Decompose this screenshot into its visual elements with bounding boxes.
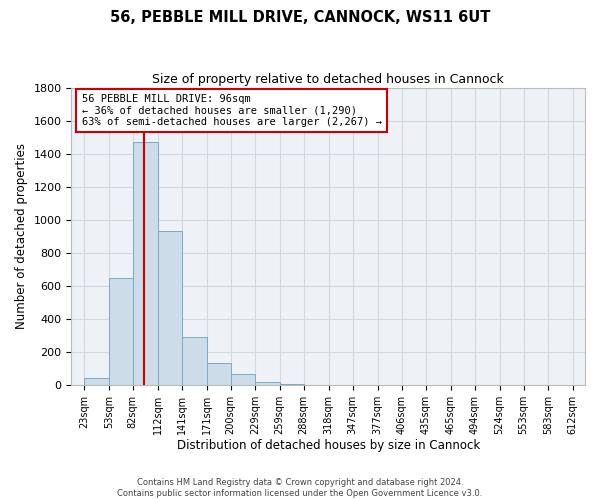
Bar [231, 374, 255, 385]
Bar [158, 230, 182, 385]
X-axis label: Distribution of detached houses by size in Cannock: Distribution of detached houses by size … [176, 440, 480, 452]
Title: Size of property relative to detached houses in Cannock: Size of property relative to detached ho… [152, 72, 504, 86]
Y-axis label: Number of detached properties: Number of detached properties [15, 144, 28, 330]
Bar [182, 337, 206, 385]
Text: Contains HM Land Registry data © Crown copyright and database right 2024.
Contai: Contains HM Land Registry data © Crown c… [118, 478, 482, 498]
Bar [206, 364, 231, 385]
Bar [255, 382, 280, 385]
Text: 56 PEBBLE MILL DRIVE: 96sqm
← 36% of detached houses are smaller (1,290)
63% of : 56 PEBBLE MILL DRIVE: 96sqm ← 36% of det… [82, 94, 382, 127]
Text: 56, PEBBLE MILL DRIVE, CANNOCK, WS11 6UT: 56, PEBBLE MILL DRIVE, CANNOCK, WS11 6UT [110, 10, 490, 25]
Bar [133, 142, 158, 385]
Bar [280, 384, 304, 385]
Bar [109, 278, 133, 385]
Bar [84, 378, 109, 385]
